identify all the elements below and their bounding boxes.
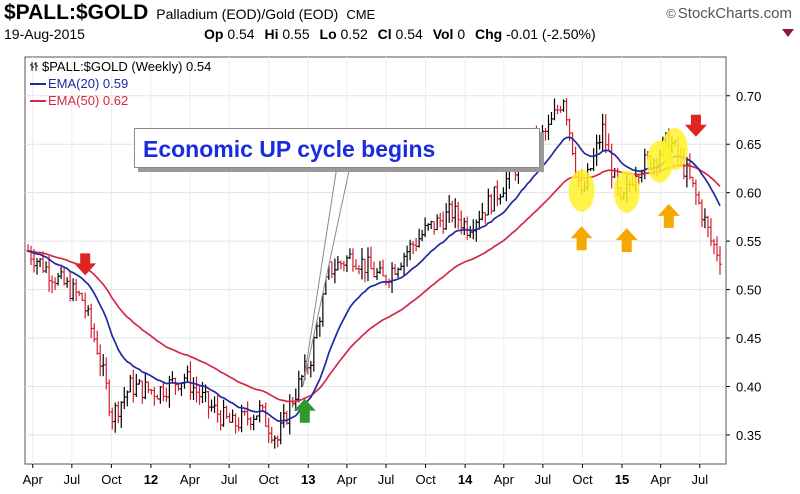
ohlc-label: Lo [319,26,337,42]
plot-frame [24,56,727,465]
legend-ema20: EMA(20) 0.59 [30,76,128,91]
quote-date: 19-Aug-2015 [4,26,85,42]
x-tick-label: Apr [651,472,672,487]
y-tick-label: 0.55 [736,234,761,249]
x-tick-label: Apr [23,472,44,487]
ohlc-value: 0.54 [223,26,259,42]
highlight-ellipse [613,170,640,213]
ohlc-label: Hi [264,26,279,42]
x-tick-label: Jul [378,472,395,487]
legend-price: $PALL:$GOLD (Weekly) 0.54 [30,59,211,74]
x-tick-label: Apr [494,472,515,487]
y-tick-label: 0.35 [736,428,761,443]
symbol-title: $PALL:$GOLD [4,1,149,24]
ohlc-item: Hi 0.55 [264,26,316,42]
y-tick-label: 0.50 [736,283,761,298]
dropdown-triangle-icon[interactable] [782,29,794,37]
x-tick-label: 15 [615,472,629,487]
chart-legend: $PALL:$GOLD (Weekly) 0.54 EMA(20) 0.59 E… [30,59,211,108]
ohlc-value: 0 [453,26,470,42]
up-arrow-icon [657,203,680,228]
highlight-ellipse [661,128,688,171]
x-tick-label: Oct [101,472,122,487]
ohlc-values: Op 0.54 Hi 0.55 Lo 0.52 Cl 0.54 Vol 0 Ch… [204,26,602,42]
x-tick-label: 13 [301,472,315,487]
x-tick-label: 14 [458,472,473,487]
up-arrow-icon [615,228,638,253]
legend-price-label: $PALL:$GOLD (Weekly) 0.54 [42,59,211,74]
x-tick-label: Oct [259,472,280,487]
bar-glyph-icon [30,62,38,71]
x-axis: Apr Jul Oct 12 Apr Jul Oct 13 Apr Jul Oct 14 Apr Jul O… [23,464,708,487]
ema50-line [27,164,721,403]
x-tick-label: Apr [180,472,201,487]
ohlc-item: Lo 0.52 [320,26,375,42]
legend-ema50-label: EMA(50) 0.62 [48,93,128,108]
y-tick-label: 0.65 [736,137,761,152]
x-tick-label: Jul [221,472,238,487]
markers [74,114,707,423]
x-tick-label: Oct [415,472,436,487]
x-tick-label: Jul [64,472,81,487]
x-tick-label: Jul [691,472,708,487]
x-tick-label: Apr [337,472,358,487]
annotation-callout: Economic UP cycle begins [134,128,540,168]
ohlc-value: 0.55 [278,26,314,42]
exchange-label: CME [346,7,376,22]
ohlc-value: -0.01 (-2.50%) [502,26,596,42]
up-arrow-icon [570,226,593,251]
brand-watermark[interactable]: © StockCharts.com [666,5,792,22]
y-tick-label: 0.60 [736,186,761,201]
ohlc-value: 0.54 [391,26,427,42]
up-arrow-icon [293,398,316,423]
ohlc-label: Cl [377,26,392,42]
down-arrow-icon [74,253,97,276]
ohlc-label: Vol [432,26,454,42]
legend-ema20-label: EMA(20) 0.59 [48,76,128,91]
ohlc-item: Vol 0 [433,26,472,42]
chart-header: $PALL:$GOLD Palladium (EOD)/Gold (EOD) C… [4,1,376,24]
ohlc-item: Cl 0.54 [378,26,430,42]
ohlc-label: Chg [475,26,503,42]
copyright-icon: © [666,6,676,21]
y-tick-label: 0.70 [736,89,761,104]
quote-bar: 19-Aug-2015 Op 0.54 Hi 0.55 Lo 0.52 Cl 0… [4,26,796,44]
y-tick-label: 0.40 [736,379,761,394]
y-tick-label: 0.45 [736,331,761,346]
symbol-description: Palladium (EOD)/Gold (EOD) [156,6,339,22]
callout-pointer [302,165,351,387]
x-tick-label: Jul [535,472,552,487]
legend-ema50: EMA(50) 0.62 [30,93,128,108]
ohlc-item: Chg -0.01 (-2.50%) [475,26,599,42]
x-tick-label: 12 [144,472,158,487]
ohlc-value: 0.52 [336,26,372,42]
x-tick-label: Oct [572,472,593,487]
ohlc-label: Op [204,26,224,42]
ema20-line [27,136,721,422]
highlight-ellipse [568,169,595,212]
brand-label: StockCharts.com [677,5,792,22]
down-arrow-icon [684,114,707,137]
ohlc-item: Op 0.54 [204,26,261,42]
y-axis: 0.35 0.40 0.45 0.50 0.55 0.60 0.65 0.70 [726,89,761,443]
